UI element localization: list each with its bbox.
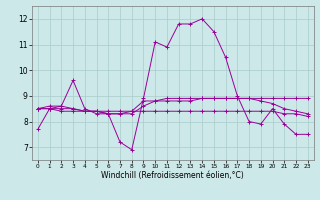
- X-axis label: Windchill (Refroidissement éolien,°C): Windchill (Refroidissement éolien,°C): [101, 171, 244, 180]
